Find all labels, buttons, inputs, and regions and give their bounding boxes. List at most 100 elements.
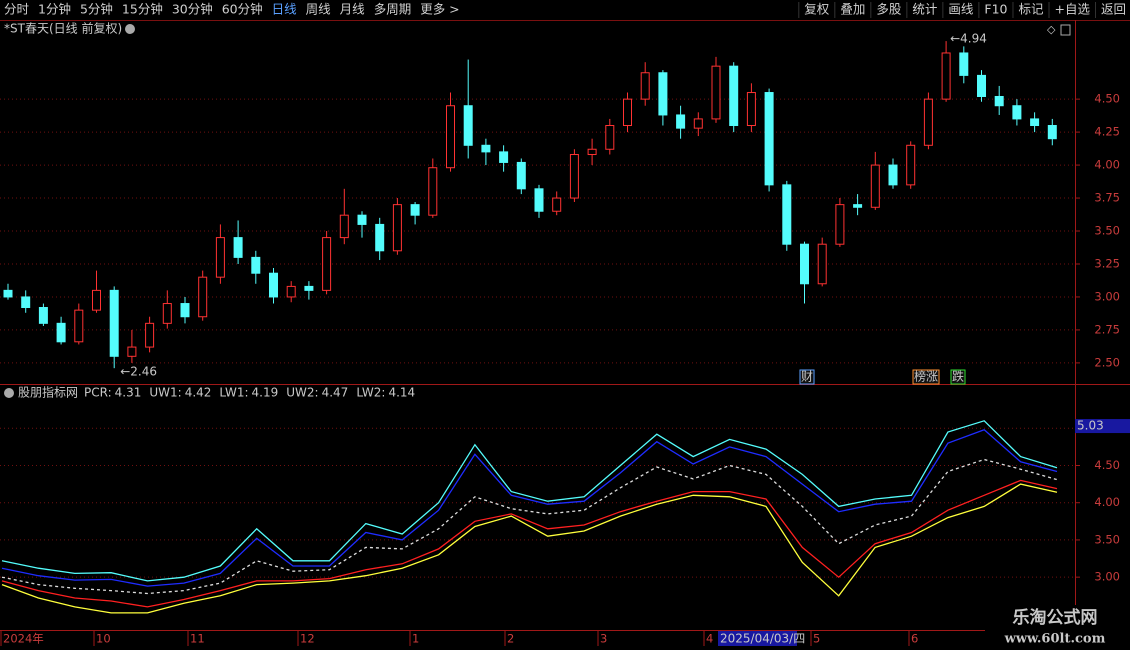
candle-body — [3, 289, 13, 298]
toolbar-button[interactable]: 叠加 — [840, 2, 865, 17]
candle-body — [410, 204, 420, 216]
candle-body — [339, 214, 349, 239]
candle-body — [941, 52, 951, 100]
candle-body — [693, 118, 703, 129]
icon[interactable]: ◇ — [1047, 23, 1056, 36]
x-tick-label: 1 — [412, 632, 419, 646]
watermark-name: 乐淘公式网 — [1013, 607, 1098, 628]
event-label[interactable]: 财 — [801, 370, 813, 384]
x-tick-label: 4 — [706, 632, 713, 646]
candle-body — [21, 296, 31, 309]
candle-body — [463, 105, 473, 146]
candle-body — [145, 322, 155, 348]
x-tick-label: 6 — [911, 632, 918, 646]
candle-body — [357, 214, 367, 225]
toolbar-button[interactable]: 60分钟 — [222, 2, 263, 17]
chart-title: *ST春天(日线 前复权) — [4, 21, 122, 36]
cursor-date-box — [718, 631, 797, 646]
y-tick-label: 4.50 — [1094, 458, 1120, 472]
candle-body — [251, 256, 261, 274]
toolbar-button[interactable]: 30分钟 — [172, 2, 213, 17]
candle-body — [746, 92, 756, 127]
candle-body — [959, 52, 969, 76]
event-marker[interactable] — [799, 369, 815, 385]
toolbar-button[interactable]: 分时 — [4, 2, 30, 17]
legend-name: PCR: — [84, 386, 112, 400]
legend-name: UW1: — [149, 386, 181, 400]
y-tick-label: 3.25 — [1094, 256, 1120, 270]
candle-body — [1030, 118, 1040, 127]
candle-body — [605, 125, 615, 150]
toolbar-button[interactable]: 5分钟 — [80, 2, 113, 17]
event-label[interactable]: 跌 — [952, 369, 964, 384]
candle-body — [304, 285, 314, 291]
toolbar-button[interactable]: +自选 — [1055, 2, 1091, 17]
candle-body — [38, 307, 48, 324]
toolbar-button[interactable]: 日线 — [272, 2, 298, 17]
candle-body — [977, 74, 986, 97]
candle-body — [676, 114, 686, 129]
candle-body — [74, 309, 84, 343]
toolbar-button[interactable]: 周线 — [306, 2, 332, 17]
candle-body — [375, 223, 385, 252]
candle-body — [446, 105, 455, 169]
watermark-url: www.60lt.com — [1004, 632, 1106, 647]
event-marker[interactable] — [912, 369, 940, 385]
candle-body — [215, 237, 225, 278]
candle-body — [534, 188, 544, 212]
toolbar-button[interactable]: 1分钟 — [38, 2, 71, 17]
y-tick-label: 4.50 — [1094, 92, 1120, 106]
candle-body — [56, 322, 66, 343]
event-label[interactable]: 榜涨 — [914, 369, 938, 384]
y-tick-label: 3.00 — [1094, 570, 1120, 584]
toolbar-button[interactable]: 月线 — [340, 2, 366, 17]
candle-body — [587, 148, 597, 156]
event-marker[interactable] — [950, 369, 966, 385]
y-tick-label: 3.75 — [1094, 191, 1120, 205]
toolbar-button[interactable]: 多股 — [876, 2, 902, 17]
icon[interactable] — [4, 388, 14, 398]
candle-body — [481, 144, 491, 153]
x-tick-label: 2024年 — [3, 632, 44, 646]
toolbar-button[interactable]: 画线 — [948, 2, 974, 17]
candle-body — [906, 144, 916, 186]
y-tick-label: 4.25 — [1094, 125, 1120, 139]
indicator-line — [1, 429, 1058, 587]
toolbar-button[interactable]: 标记 — [1018, 2, 1044, 17]
y-tick-label: 4.00 — [1094, 158, 1120, 172]
candle-body — [888, 164, 898, 186]
toolbar-button[interactable]: 15分钟 — [122, 2, 163, 17]
toolbar-button[interactable]: 统计 — [912, 2, 937, 17]
y-tick-label: 3.50 — [1094, 532, 1120, 546]
indicator-line — [1, 483, 1058, 614]
candle-body — [269, 272, 278, 298]
x-tick-label: 11 — [190, 632, 205, 646]
candle-body — [127, 346, 137, 357]
candle-body — [198, 276, 208, 318]
candle-body — [569, 154, 579, 199]
toolbar-button[interactable]: 返回 — [1101, 2, 1126, 17]
icon[interactable] — [125, 24, 135, 34]
indicator-line — [1, 479, 1058, 608]
indicator-title: 股朋指标网 — [18, 385, 78, 400]
x-tick-label: 3 — [600, 632, 607, 646]
legend-name: LW1: — [219, 386, 248, 400]
legend-value: 4.42 — [185, 386, 212, 400]
toolbar-button[interactable]: F10 — [984, 2, 1007, 17]
legend-value: 4.19 — [252, 386, 279, 400]
candle-body — [233, 237, 243, 258]
icon[interactable] — [1060, 24, 1071, 36]
toolbar-button[interactable]: 复权 — [804, 2, 830, 17]
candle-body — [109, 289, 119, 357]
y-tick-label: 3.00 — [1094, 289, 1120, 303]
candle-body — [817, 243, 827, 285]
toolbar-button[interactable]: 更多 > — [420, 2, 459, 17]
candle-body — [392, 204, 402, 252]
cursor-value-box — [1075, 419, 1130, 434]
candle-body — [428, 167, 438, 216]
x-tick-label: 10 — [96, 632, 111, 646]
candle-body — [1047, 125, 1057, 140]
x-tick-label: 12 — [300, 632, 315, 646]
toolbar-button[interactable]: 多周期 — [374, 2, 412, 17]
legend-name: UW2: — [286, 386, 318, 400]
